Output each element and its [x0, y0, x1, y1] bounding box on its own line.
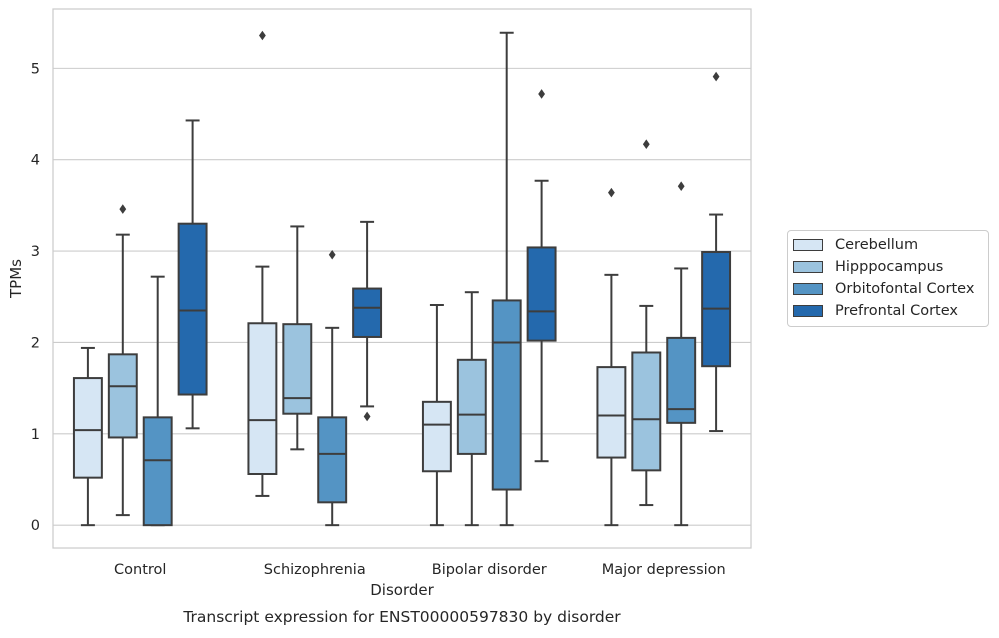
x-tick-label-0: Control — [114, 562, 166, 578]
box-3-2 — [526, 89, 557, 463]
box-3-1 — [352, 220, 383, 422]
box-1-1 — [282, 225, 313, 451]
outlier-point — [677, 181, 685, 192]
box-3-3 — [701, 71, 732, 433]
legend-item-cerebellum: Cerebellum — [793, 235, 918, 255]
box-0-0 — [72, 346, 103, 527]
box-0-2 — [421, 303, 452, 527]
legend-item-orbitofrontal-cortex: Orbitofontal Cortex — [793, 279, 974, 299]
legend-label-orbitofrontal-cortex: Orbitofontal Cortex — [835, 281, 975, 297]
y-tick-label-4: 4 — [31, 153, 40, 169]
box-body — [142, 416, 173, 527]
x-tick-label-1: Schizophrenia — [264, 562, 366, 578]
box-layer — [72, 30, 732, 527]
y-tick-labels: 0 1 2 3 4 5 — [31, 61, 40, 534]
y-tick-label-0: 0 — [31, 518, 40, 534]
legend-swatch-hippocampus — [793, 261, 823, 273]
y-tick-label-3: 3 — [31, 244, 40, 260]
box-body — [456, 358, 487, 455]
box-body — [421, 400, 452, 473]
outlier-point — [259, 30, 266, 41]
x-axis-label: Disorder — [370, 581, 434, 599]
y-tick-label-2: 2 — [31, 335, 40, 351]
legend-label-prefrontal-cortex: Prefrontal Cortex — [835, 303, 958, 319]
x-tick-label-3: Major depression — [602, 562, 726, 578]
legend-swatch-orbitofrontal-cortex — [793, 283, 823, 295]
outlier-point — [119, 204, 127, 214]
legend-label-cerebellum: Cerebellum — [835, 237, 919, 253]
box-2-3 — [666, 181, 697, 527]
outlier-point — [363, 411, 371, 422]
box-body — [247, 322, 278, 476]
box-0-3 — [596, 187, 627, 527]
legend-item-hippocampus: Hipppocampus — [793, 257, 943, 277]
plot-frame — [52, 8, 752, 549]
box-body — [491, 299, 522, 491]
box-1-0 — [107, 204, 138, 517]
chart-title: Transcript expression for ENST0000059783… — [182, 608, 621, 626]
legend: Cerebellum Hipppocampus Orbitofontal Cor… — [787, 230, 989, 327]
box-body — [526, 246, 557, 342]
box-2-2 — [491, 31, 522, 527]
outlier-point — [538, 89, 545, 99]
box-3-0 — [177, 119, 208, 430]
box-1-2 — [456, 291, 487, 527]
outlier-point — [712, 71, 720, 82]
box-2-0 — [142, 275, 173, 527]
legend-item-prefrontal-cortex: Prefrontal Cortex — [793, 301, 958, 321]
box-1-3 — [631, 139, 662, 507]
box-body — [72, 377, 103, 479]
box-body — [177, 222, 208, 396]
box-body — [107, 353, 138, 439]
box-body — [317, 416, 348, 504]
box-body — [282, 323, 313, 415]
box-body — [596, 366, 627, 459]
legend-swatch-prefrontal-cortex — [793, 305, 823, 317]
y-tick-label-5: 5 — [31, 61, 40, 77]
box-body — [352, 287, 383, 338]
legend-label-hippocampus: Hipppocampus — [835, 259, 944, 275]
box-0-1 — [247, 30, 278, 497]
box-2-1 — [317, 249, 348, 527]
x-tick-label-2: Bipolar disorder — [432, 562, 547, 578]
legend-swatch-cerebellum — [793, 239, 823, 251]
y-axis-label: TPMs — [7, 259, 25, 299]
box-body — [631, 351, 662, 472]
x-tick-labels: Control Schizophrenia Bipolar disorder Majo… — [114, 562, 726, 578]
outlier-point — [642, 139, 650, 150]
y-tick-label-1: 1 — [31, 427, 40, 443]
outlier-point — [328, 249, 336, 260]
outlier-point — [608, 187, 615, 198]
